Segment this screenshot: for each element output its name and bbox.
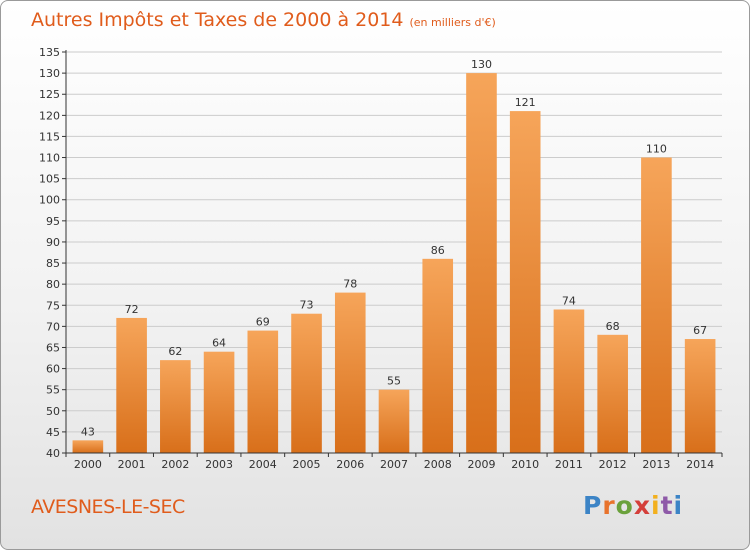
logo-letter: r: [602, 491, 616, 520]
y-tick-label: 75: [46, 299, 60, 312]
bar-2011: [553, 309, 585, 453]
bar-2010: [509, 111, 541, 454]
chart-title: Autres Impôts et Taxes de 2000 à 2014 (en…: [31, 9, 496, 31]
data-label: 130: [471, 58, 492, 71]
x-tick-label: 2003: [205, 458, 233, 471]
x-tick-label: 2006: [336, 458, 364, 471]
y-tick-label: 130: [39, 67, 60, 80]
bar-2004: [247, 330, 279, 453]
y-tick-label: 110: [39, 152, 60, 165]
bar-2009: [466, 73, 497, 454]
chart-subtitle: (en milliers d'€): [409, 16, 496, 29]
data-label: 74: [562, 294, 576, 307]
y-tick-label: 70: [46, 320, 60, 333]
data-label: 68: [606, 320, 620, 333]
x-tick-label: 2000: [74, 458, 102, 471]
x-tick-label: 2007: [380, 458, 408, 471]
y-tick-label: 100: [39, 194, 60, 207]
proxiti-logo: Proxiti: [583, 491, 683, 520]
bar-2008: [422, 258, 454, 453]
logo-letter: x: [633, 491, 651, 520]
axes: 40 45 50 55 60 65 70 75 80 85 90 95 100 105 110 115 120 1…: [39, 46, 723, 471]
y-tick-label: 65: [46, 341, 60, 354]
y-tick-label: 50: [46, 405, 60, 418]
logo-letter: i: [651, 491, 661, 520]
x-tick-label: 2001: [118, 458, 146, 471]
bar-2003: [203, 351, 235, 453]
x-tick-label: 2014: [686, 458, 714, 471]
logo-letter: t: [660, 491, 674, 520]
data-label: 62: [168, 345, 182, 358]
x-tick-label: 2013: [642, 458, 670, 471]
bars: 43 72 62 64 69 73 78 55 86 130 121 74 68 110 67: [72, 58, 716, 454]
data-label: 64: [212, 337, 226, 350]
bar-2014: [684, 339, 716, 453]
y-tick-label: 125: [39, 88, 60, 101]
y-tick-label: 90: [46, 236, 60, 249]
bar-2001: [116, 317, 147, 453]
data-label: 73: [300, 299, 314, 312]
bar-2005: [291, 313, 322, 453]
y-tick-label: 120: [39, 109, 60, 122]
x-tick-label: 2009: [467, 458, 495, 471]
bar-2013: [641, 157, 672, 454]
logo-letter: i: [673, 491, 684, 520]
data-label: 110: [646, 143, 667, 156]
y-tick-label: 135: [39, 46, 60, 59]
x-tick-label: 2005: [293, 458, 321, 471]
y-tick-label: 60: [46, 363, 60, 376]
x-tick-label: 2004: [249, 458, 277, 471]
x-tick-label: 2012: [599, 458, 627, 471]
x-tick-label: 2002: [161, 458, 189, 471]
data-label: 121: [515, 96, 536, 109]
data-label: 43: [81, 425, 95, 438]
y-tick-label: 55: [46, 384, 60, 397]
bar-2007: [378, 389, 410, 453]
data-label: 69: [256, 316, 270, 329]
chart-title-text: Autres Impôts et Taxes de 2000 à 2014: [31, 9, 404, 31]
y-tick-label: 115: [39, 130, 60, 143]
bar-2002: [160, 360, 191, 453]
x-tick-label: 2011: [555, 458, 583, 471]
y-tick-label: 80: [46, 278, 60, 291]
bar-2006: [334, 292, 366, 453]
x-tick-label: 2010: [511, 458, 539, 471]
logo-letter: P: [583, 491, 603, 520]
y-tick-label: 45: [46, 426, 60, 439]
data-label: 55: [387, 375, 401, 388]
bar-2000: [72, 440, 104, 453]
data-label: 72: [125, 303, 139, 316]
data-label: 78: [343, 278, 357, 291]
data-label: 67: [693, 324, 707, 337]
y-tick-label: 105: [39, 173, 60, 186]
logo-letter: o: [615, 491, 634, 520]
commune-name: AVESNES-LE-SEC: [31, 496, 185, 518]
y-tick-label: 95: [46, 215, 60, 228]
y-tick-label: 40: [46, 447, 60, 460]
bar-2012: [597, 334, 628, 453]
x-tick-label: 2008: [424, 458, 452, 471]
data-label: 86: [431, 244, 445, 257]
y-tick-label: 85: [46, 257, 60, 270]
